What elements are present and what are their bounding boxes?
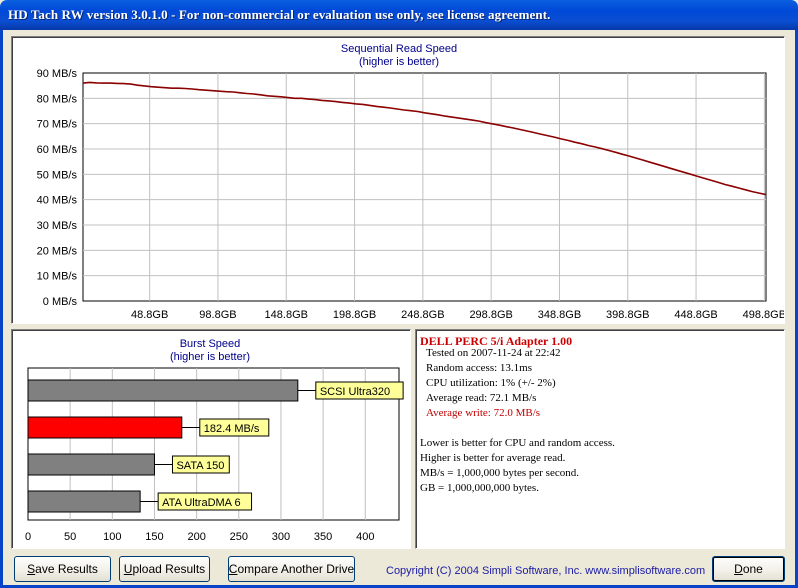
burst-label-box	[199, 418, 270, 437]
done-accel: D	[734, 562, 743, 576]
average-read-text: Average read: 72.1 MB/s	[426, 392, 537, 404]
y-tick-label: 10 MB/s	[37, 271, 78, 283]
x-tick-label: 248.8GB	[401, 309, 444, 321]
plot-area	[82, 72, 767, 302]
sequential-read-panel: Sequential Read Speed (higher is better)…	[11, 36, 786, 324]
burst-speed-subtitle: (higher is better)	[170, 351, 250, 363]
save-results-accel: S	[27, 562, 36, 576]
x-tick-label: 198.8GB	[333, 309, 376, 321]
note-mbs-definition: MB/s = 1,000,000 bytes per second.	[420, 467, 579, 479]
x-tick-label: 448.8GB	[674, 309, 717, 321]
drive-info-panel: DELL PERC 5/i Adapter 1.00 Tested on 200…	[415, 329, 785, 549]
compare-drive-accel: C	[228, 562, 238, 576]
burst-label-box	[157, 492, 253, 511]
done-label: one	[742, 562, 763, 576]
y-tick-label: 40 MB/s	[37, 195, 78, 207]
x-tick-label: 498.8GB	[743, 309, 784, 321]
burst-speed-chart: Burst Speed (higher is better) SCSI Ultr…	[25, 338, 404, 543]
x-tick-label: 148.8GB	[265, 309, 308, 321]
random-access-text: Random access: 13.1ms	[426, 362, 533, 374]
cpu-utilization-text: CPU utilization: 1% (+/- 2%)	[426, 377, 556, 389]
burst-speed-panel: Burst Speed (higher is better) SCSI Ultr…	[11, 329, 411, 549]
note-lower-better: Lower is better for CPU and random acces…	[420, 437, 615, 449]
tested-on-text: Tested on 2007-11-24 at 22:42	[426, 347, 561, 359]
burst-bar-label: ATA UltraDMA 6	[162, 497, 240, 509]
window-frame-bottom	[0, 585, 798, 588]
sequential-read-chart: Sequential Read Speed (higher is better)…	[37, 43, 786, 321]
y-tick-label: 0 MB/s	[43, 296, 78, 308]
note-gb-definition: GB = 1,000,000,000 bytes.	[420, 482, 539, 494]
y-tick-label: 90 MB/s	[37, 68, 78, 80]
burst-bar	[27, 416, 183, 439]
burst-x-tick-label: 100	[103, 531, 121, 543]
average-write-text: Average write: 72.0 MB/s	[426, 407, 541, 419]
burst-bar-label: SATA 150	[176, 460, 224, 472]
note-higher-better: Higher is better for average read.	[420, 452, 566, 464]
copyright-text: Copyright (C) 2004 Simpli Software, Inc.…	[386, 565, 706, 577]
window-frame-left	[0, 30, 3, 588]
window-frame-right	[795, 30, 798, 588]
title-bar[interactable]: HD Tach RW version 3.0.1.0 - For non-com…	[0, 0, 798, 30]
x-tick-label: 98.8GB	[199, 309, 236, 321]
y-tick-label: 80 MB/s	[37, 93, 78, 105]
burst-x-tick-label: 350	[314, 531, 332, 543]
burst-label-box	[171, 455, 230, 474]
upload-results-label: pload Results	[132, 562, 206, 576]
y-tick-label: 20 MB/s	[37, 245, 78, 257]
burst-x-tick-label: 300	[272, 531, 290, 543]
sequential-read-subtitle: (higher is better)	[359, 56, 439, 68]
burst-bar-label: SCSI Ultra320	[320, 386, 390, 398]
burst-x-tick-label: 200	[187, 531, 205, 543]
burst-speed-title: Burst Speed	[180, 338, 241, 350]
save-results-label: ave Results	[35, 562, 98, 576]
x-tick-label: 398.8GB	[606, 309, 649, 321]
burst-x-tick-label: 400	[356, 531, 374, 543]
burst-x-tick-label: 150	[145, 531, 163, 543]
burst-bar	[27, 490, 141, 513]
burst-bar	[27, 453, 155, 476]
burst-bar-label: 182.4 MB/s	[204, 423, 260, 435]
burst-x-tick-label: 0	[25, 531, 31, 543]
burst-label-box	[315, 381, 404, 400]
y-tick-label: 30 MB/s	[37, 220, 78, 232]
y-tick-label: 50 MB/s	[37, 169, 78, 181]
burst-x-tick-label: 50	[64, 531, 76, 543]
read-speed-series-line	[82, 81, 767, 196]
drive-name: DELL PERC 5/i Adapter 1.00	[420, 334, 573, 348]
upload-results-accel: U	[123, 562, 133, 576]
compare-drive-label: ompare Another Drive	[237, 562, 355, 576]
y-tick-label: 60 MB/s	[37, 144, 78, 156]
window-title: HD Tach RW version 3.0.1.0 - For non-com…	[8, 7, 551, 22]
burst-bar	[27, 379, 299, 402]
x-tick-label: 348.8GB	[538, 309, 581, 321]
burst-x-tick-label: 250	[230, 531, 248, 543]
x-tick-label: 298.8GB	[469, 309, 512, 321]
sequential-read-title: Sequential Read Speed	[341, 43, 457, 55]
y-tick-label: 70 MB/s	[37, 119, 78, 131]
x-tick-label: 48.8GB	[131, 309, 168, 321]
